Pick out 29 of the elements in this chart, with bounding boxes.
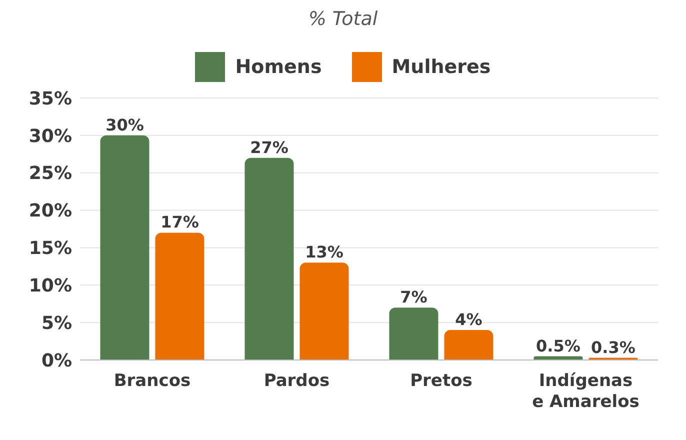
bar — [244, 158, 294, 360]
y-tick-label: 30% — [28, 126, 72, 147]
y-tick-label: 25% — [28, 163, 72, 184]
data-label: 4% — [455, 310, 482, 330]
bar — [100, 135, 150, 360]
legend-label: Homens — [235, 56, 322, 78]
x-tick-label: Pretos — [410, 371, 472, 391]
legend-label: Mulheres — [392, 56, 491, 78]
bar — [300, 262, 349, 360]
chart-title: % Total — [307, 8, 379, 30]
bar — [444, 330, 494, 360]
data-label: 27% — [250, 138, 288, 157]
data-label: 13% — [305, 242, 344, 262]
bar — [155, 232, 204, 360]
x-tick-label: Indígenas e Amarelos — [532, 371, 640, 412]
y-tick-label: 20% — [28, 200, 72, 222]
y-tick-label: 35% — [28, 88, 72, 110]
y-tick-label: 15% — [28, 238, 72, 260]
data-label: 0.5% — [536, 336, 580, 356]
y-tick-label: 5% — [41, 312, 72, 334]
data-label: 17% — [160, 212, 199, 232]
y-tick-label: 0% — [41, 350, 72, 372]
x-tick-label: Pardos — [264, 371, 330, 391]
data-label: 0.3% — [591, 338, 636, 357]
bar — [389, 308, 438, 360]
data-label: 7% — [400, 288, 428, 307]
x-tick-label: Brancos — [114, 371, 191, 391]
y-tick-label: 10% — [28, 276, 72, 297]
data-label: 30% — [106, 115, 144, 134]
